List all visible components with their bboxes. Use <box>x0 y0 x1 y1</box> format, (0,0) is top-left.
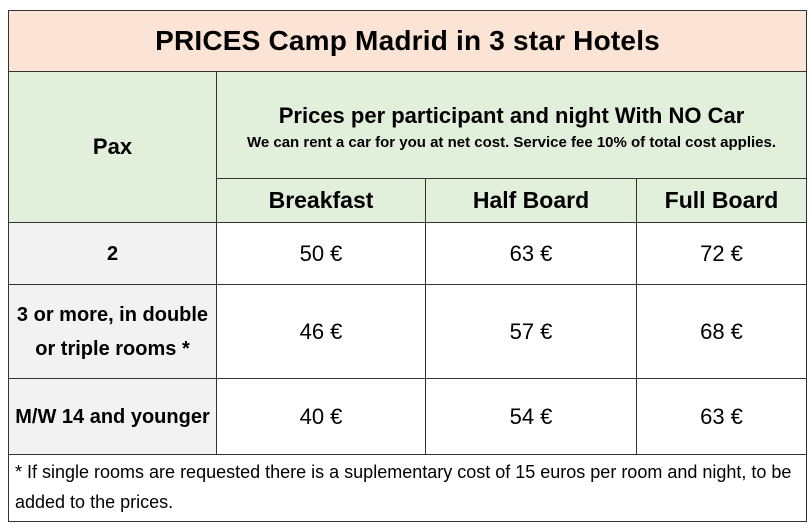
title-row: PRICES Camp Madrid in 3 star Hotels <box>7 10 808 72</box>
column-header-full-board: Full Board <box>635 178 808 223</box>
group-header-row: Pax Prices per participant and night Wit… <box>8 71 808 223</box>
pax-label: 2 <box>8 222 217 285</box>
table-row: 2 50 € 63 € 72 € <box>8 222 808 285</box>
pax-label: M/W 14 and younger <box>8 378 217 455</box>
footnote-row: * If single rooms are requested there is… <box>7 454 808 522</box>
column-header-half-board: Half Board <box>425 178 637 223</box>
price-breakfast: 50 € <box>216 222 426 285</box>
price-half-board: 57 € <box>425 284 637 379</box>
price-full-board: 63 € <box>635 378 808 455</box>
pax-header: Pax <box>8 71 217 223</box>
table-title: PRICES Camp Madrid in 3 star Hotels <box>7 10 808 72</box>
table-row: 3 or more, in double or triple rooms * 4… <box>8 284 808 379</box>
group-header-note: We can rent a car for you at net cost. S… <box>246 133 777 151</box>
group-header-title: Prices per participant and night With NO… <box>278 102 745 128</box>
table-row: M/W 14 and younger 40 € 54 € 63 € <box>8 378 808 455</box>
price-table: PRICES Camp Madrid in 3 star Hotels Pax … <box>7 10 808 522</box>
price-breakfast: 46 € <box>216 284 426 379</box>
price-full-board: 68 € <box>635 284 808 379</box>
column-header-breakfast: Breakfast <box>216 178 426 223</box>
group-header: Prices per participant and night With NO… <box>215 71 808 179</box>
price-half-board: 54 € <box>425 378 637 455</box>
price-half-board: 63 € <box>425 222 637 285</box>
price-breakfast: 40 € <box>216 378 426 455</box>
price-full-board: 72 € <box>635 222 808 285</box>
column-header-row: Breakfast Half Board Full Board <box>9 178 808 223</box>
footnote: * If single rooms are requested there is… <box>7 454 808 522</box>
pax-label: 3 or more, in double or triple rooms * <box>8 284 217 379</box>
price-sheet: PRICES Camp Madrid in 3 star Hotels Pax … <box>7 10 808 524</box>
